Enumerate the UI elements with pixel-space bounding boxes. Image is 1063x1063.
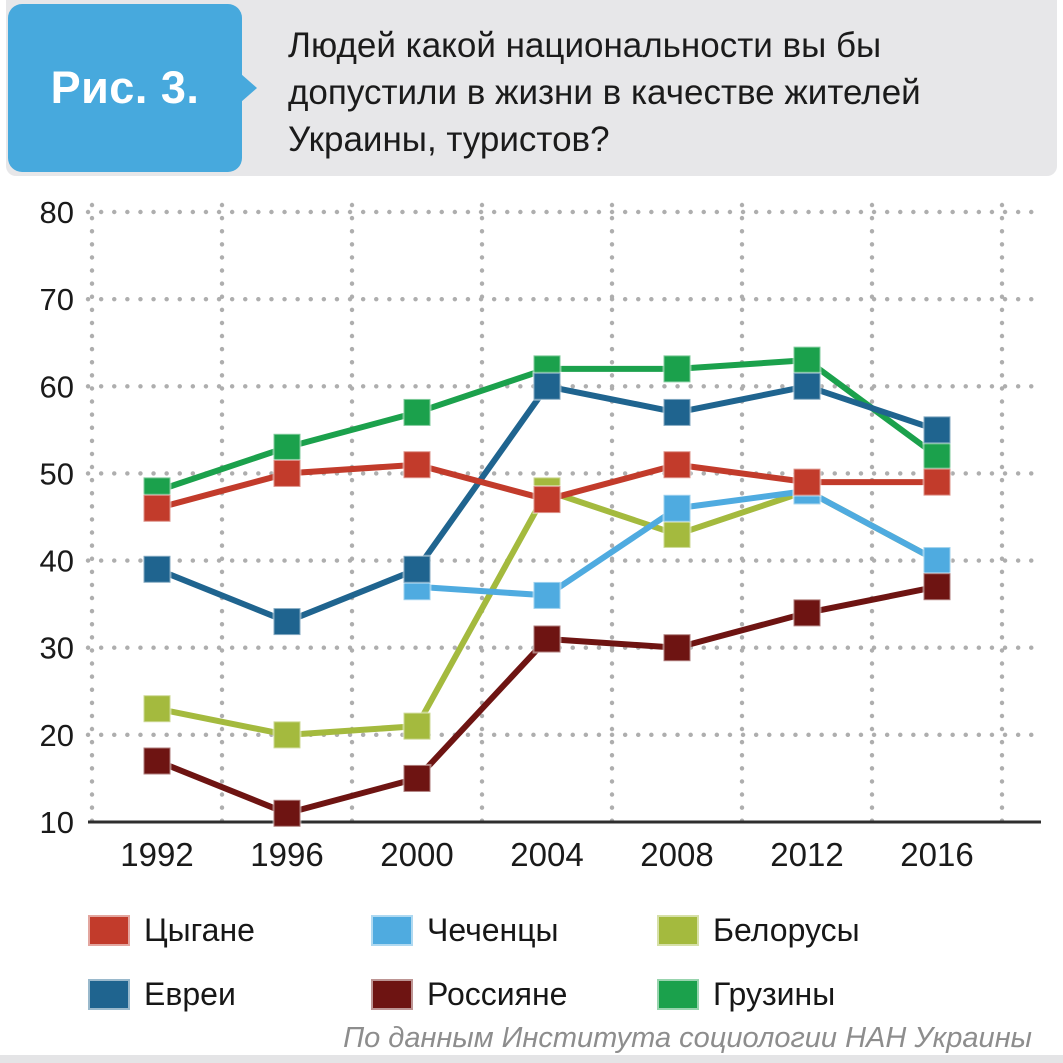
x-axis-tick-label: 2008 (640, 836, 713, 873)
data-point-marker (272, 458, 302, 488)
data-point-marker (792, 371, 822, 401)
x-axis-tick-label: 1992 (120, 836, 193, 873)
legend-swatch (88, 915, 130, 946)
y-axis-tick-label: 50 (40, 456, 74, 491)
badge-arrow-icon (241, 74, 257, 102)
data-point-marker (532, 485, 562, 515)
chart-title-line: допустили в жизни в качестве жителей (288, 73, 921, 112)
chart-legend: Цыгане Чеченцы Белорусы Евреи Россияне Грузин… (88, 912, 988, 1013)
data-point-marker (402, 450, 432, 480)
data-point-marker (532, 580, 562, 610)
y-axis-tick-label: 30 (40, 631, 74, 666)
figure-badge-label: Рис. 3. (50, 62, 200, 113)
legend-item: Россияне (371, 976, 657, 1013)
data-point-marker (662, 450, 692, 480)
data-point-marker (922, 441, 952, 471)
data-point-marker (792, 345, 822, 375)
legend-label: Белорусы (713, 912, 860, 948)
data-point-marker (272, 432, 302, 462)
legend-label: Россияне (427, 976, 568, 1012)
data-point-marker (272, 607, 302, 637)
data-point-marker (272, 720, 302, 750)
data-point-marker (402, 711, 432, 741)
data-point-marker (922, 467, 952, 497)
data-point-marker (922, 546, 952, 576)
figure-badge: Рис. 3. (8, 4, 257, 172)
chart-title-line: Украины, туристов? (288, 120, 610, 159)
data-point-marker (142, 493, 172, 523)
legend-label: Грузины (713, 976, 836, 1012)
legend-label: Чеченцы (427, 912, 559, 948)
legend-item: Чеченцы (371, 912, 657, 949)
x-axis-tick-label: 2000 (380, 836, 453, 873)
data-point-marker (402, 554, 432, 584)
x-axis-tick-label: 2016 (900, 836, 973, 873)
data-point-marker (272, 798, 302, 828)
source-attribution: По данным Института социологии НАН Украи… (343, 1022, 1032, 1054)
legend-item: Белорусы (657, 912, 988, 949)
legend-item: Цыгане (88, 912, 371, 949)
data-point-marker (142, 554, 172, 584)
y-axis-tick-label: 10 (40, 805, 74, 840)
y-axis-tick-label: 60 (40, 369, 74, 404)
data-point-marker (662, 519, 692, 549)
legend-label: Евреи (144, 976, 236, 1012)
data-point-marker (142, 694, 172, 724)
data-point-marker (532, 371, 562, 401)
legend-swatch (371, 979, 413, 1010)
legend-item: Грузины (657, 976, 988, 1013)
data-point-marker (402, 763, 432, 793)
data-point-marker (662, 633, 692, 663)
data-point-marker (792, 467, 822, 497)
data-point-marker (662, 354, 692, 384)
x-axis-tick-label: 1996 (250, 836, 323, 873)
legend-swatch (657, 915, 699, 946)
chart-title-line: Людей какой национальности вы бы (288, 26, 882, 65)
legend-label: Цыгане (144, 912, 255, 948)
data-point-marker (532, 624, 562, 654)
legend-swatch (371, 915, 413, 946)
data-point-marker (922, 572, 952, 602)
legend-item: Евреи (88, 976, 371, 1013)
y-axis-tick-label: 70 (40, 282, 74, 317)
y-axis-tick-label: 80 (40, 195, 74, 230)
bottom-divider (0, 1055, 1063, 1063)
data-point-marker (662, 493, 692, 523)
x-axis-tick-label: 2004 (510, 836, 583, 873)
data-point-marker (662, 397, 692, 427)
data-point-marker (142, 746, 172, 776)
y-axis-tick-label: 40 (40, 544, 74, 579)
x-axis-tick-label: 2012 (770, 836, 843, 873)
data-point-marker (922, 415, 952, 445)
chart-title: Людей какой национальности вы бы допусти… (288, 22, 1028, 163)
legend-swatch (657, 979, 699, 1010)
y-axis-tick-label: 20 (40, 718, 74, 753)
data-point-marker (402, 397, 432, 427)
data-point-marker (792, 598, 822, 628)
legend-swatch (88, 979, 130, 1010)
